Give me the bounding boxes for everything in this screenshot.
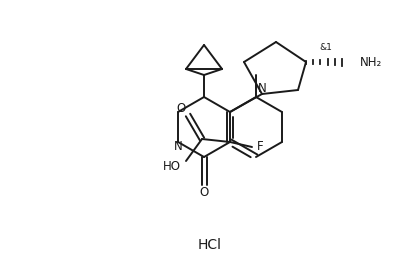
Text: N: N — [173, 141, 182, 153]
Text: F: F — [257, 141, 263, 153]
Text: O: O — [176, 101, 186, 114]
Text: HCl: HCl — [198, 238, 222, 252]
Text: NH₂: NH₂ — [360, 56, 382, 68]
Text: N: N — [257, 81, 266, 95]
Text: O: O — [199, 186, 209, 199]
Text: &1: &1 — [320, 43, 332, 53]
Text: HO: HO — [163, 161, 181, 174]
